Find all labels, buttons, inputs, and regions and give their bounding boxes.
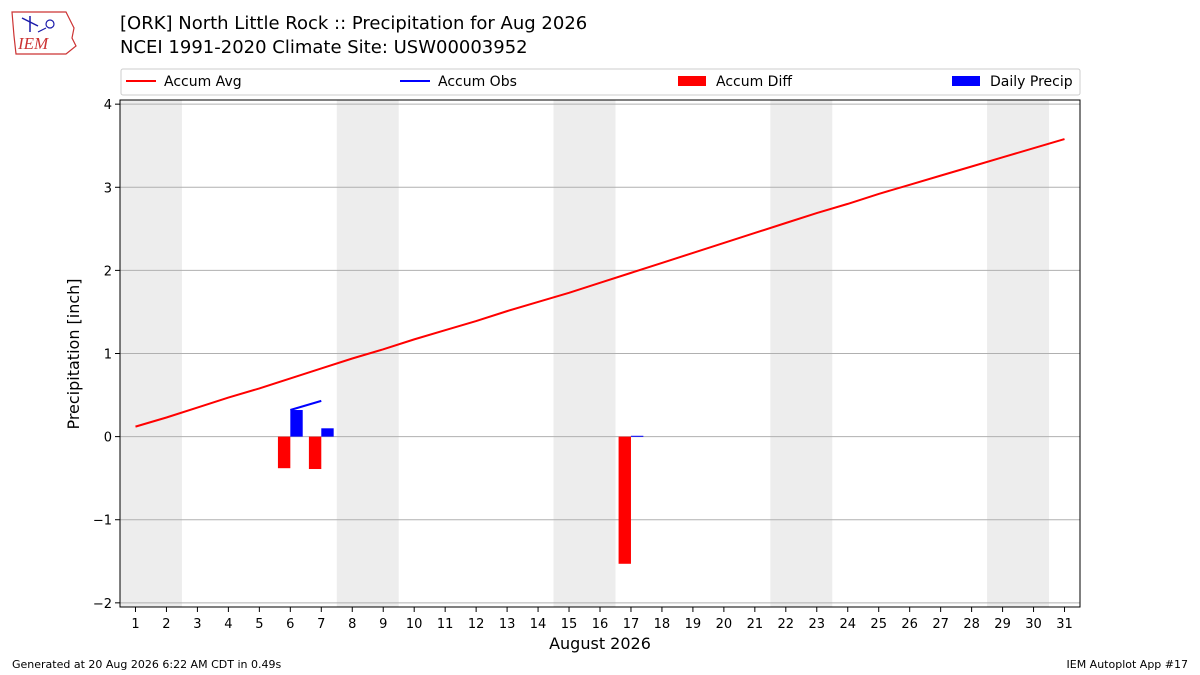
x-tick-label: 14	[530, 617, 547, 632]
x-tick-label: 16	[592, 617, 609, 632]
x-tick-label: 26	[901, 617, 918, 632]
bar-accum-diff	[618, 436, 631, 564]
y-tick-label: −2	[93, 597, 112, 612]
footer-generated: Generated at 20 Aug 2026 6:22 AM CDT in …	[12, 658, 282, 671]
x-tick-label: 25	[870, 617, 887, 632]
x-tick-label: 21	[747, 617, 764, 632]
bar-daily-precip	[321, 428, 334, 437]
x-tick-label: 6	[286, 617, 294, 632]
x-tick-label: 13	[499, 617, 516, 632]
x-tick-label: 15	[561, 617, 578, 632]
x-tick-label: 17	[623, 617, 640, 632]
footer-app: IEM Autoplot App #17	[1066, 658, 1189, 671]
x-tick-label: 3	[193, 617, 201, 632]
y-tick-label: 4	[104, 98, 112, 113]
y-axis-ticks: −2 −1 0 1 2 3 4	[93, 98, 120, 612]
x-tick-label: 24	[839, 617, 856, 632]
x-tick-label: 29	[994, 617, 1011, 632]
x-tick-label: 18	[654, 617, 671, 632]
bar-accum-diff	[277, 436, 291, 469]
x-tick-label: 30	[1025, 617, 1042, 632]
legend-swatch	[678, 76, 706, 86]
x-tick-label: 19	[685, 617, 702, 632]
x-tick-label: 9	[379, 617, 387, 632]
x-tick-label: 4	[224, 617, 232, 632]
iem-logo: IEM	[11, 11, 77, 55]
y-tick-label: −1	[93, 514, 112, 529]
x-axis-ticks: 1 2 3 4 5 6 7 8 9 10 11 12 13 14 15 16 17 18 19 20 21 22 23 24 2…	[131, 607, 1073, 632]
logo-text: IEM	[17, 34, 49, 53]
bar-daily-precip	[290, 410, 303, 437]
chart-lines	[135, 138, 1065, 428]
chart-title: [ORK] North Little Rock :: Precipitation…	[120, 13, 588, 34]
grid-lines	[120, 103, 1080, 604]
iowa-outline-icon	[11, 11, 77, 55]
x-tick-label: 10	[406, 617, 423, 632]
x-tick-label: 5	[255, 617, 263, 632]
line-accum-obs	[290, 399, 322, 411]
x-tick-label: 31	[1056, 617, 1073, 632]
legend-label: Daily Precip	[990, 74, 1073, 90]
legend-label: Accum Obs	[438, 74, 517, 90]
x-tick-label: 28	[963, 617, 980, 632]
y-tick-label: 1	[104, 348, 112, 363]
x-tick-label: 27	[932, 617, 949, 632]
y-tick-label: 2	[104, 264, 112, 279]
x-axis-label: August 2026	[549, 634, 651, 653]
x-tick-label: 22	[778, 617, 795, 632]
bar-accum-diff	[308, 436, 322, 470]
x-tick-label: 8	[348, 617, 356, 632]
x-tick-label: 7	[317, 617, 325, 632]
legend-frame	[120, 68, 1081, 96]
x-tick-label: 2	[162, 617, 170, 632]
chart-bars	[277, 410, 644, 564]
x-tick-label: 23	[809, 617, 826, 632]
y-axis-label: Precipitation [inch]	[64, 278, 83, 429]
x-tick-label: 12	[468, 617, 485, 632]
legend-label: Accum Diff	[716, 74, 792, 90]
line-accum-avg	[135, 138, 1065, 428]
x-tick-label: 1	[131, 617, 139, 632]
x-tick-label: 20	[716, 617, 733, 632]
chart-legend: Accum Avg Accum Obs Accum Diff Daily Precip	[120, 68, 1081, 96]
legend-swatch	[952, 76, 980, 86]
legend-label: Accum Avg	[164, 74, 242, 90]
bar-daily-precip	[630, 435, 644, 437]
y-tick-label: 0	[104, 431, 112, 446]
x-tick-label: 11	[437, 617, 454, 632]
chart-subtitle: NCEI 1991-2020 Climate Site: USW00003952	[120, 37, 528, 58]
y-tick-label: 3	[104, 181, 112, 196]
